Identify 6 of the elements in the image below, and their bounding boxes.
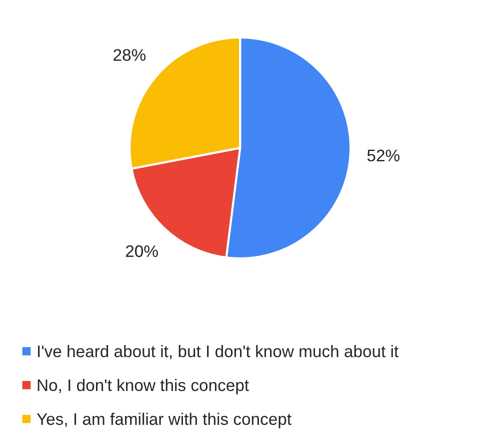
- data-label: 28%: [114, 49, 146, 61]
- legend-label: I've heard about it, but I don't know much about it: [38, 345, 399, 360]
- legend-label: Yes, I am familiar with this concept: [36, 412, 292, 428]
- data-label: 52%: [367, 150, 400, 162]
- legend-label: No, I don't know this concept: [38, 378, 249, 394]
- data-label: 20%: [126, 245, 158, 258]
